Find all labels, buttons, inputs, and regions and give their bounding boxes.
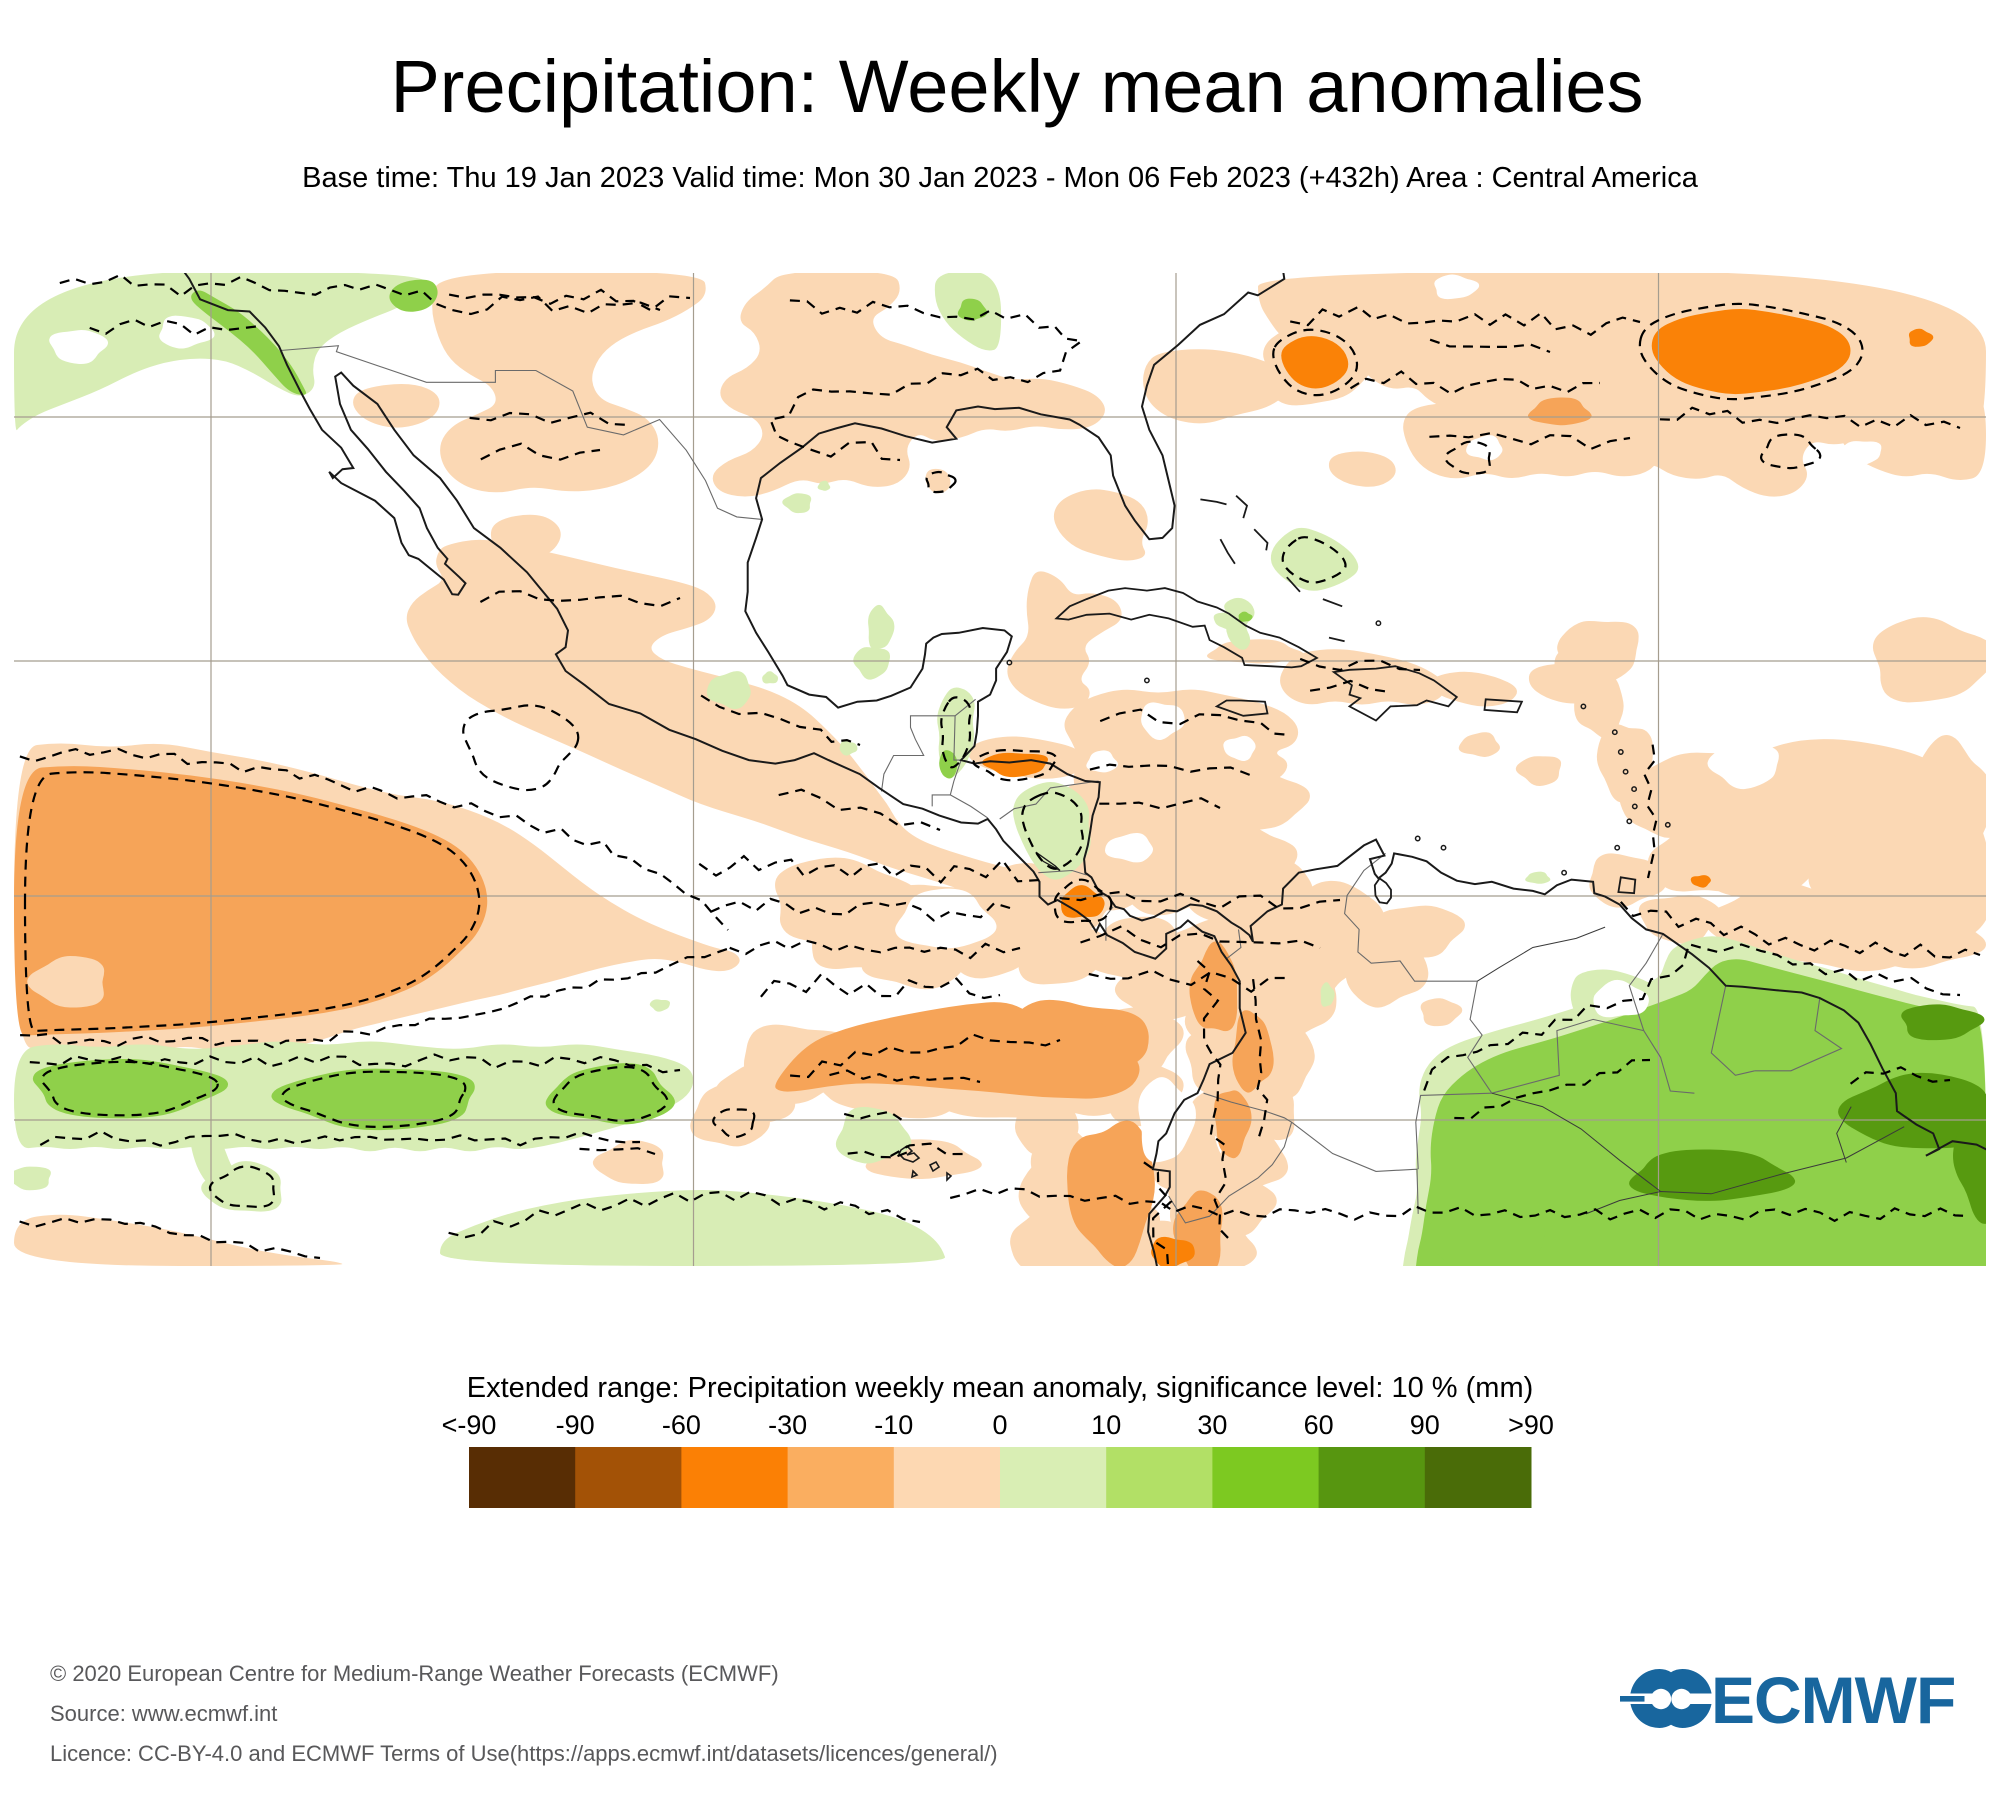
svg-text:-90: -90 [556, 1410, 595, 1440]
svg-text:ECMWF: ECMWF [1711, 1663, 1955, 1737]
svg-text:90: 90 [1410, 1410, 1440, 1440]
svg-text:<-90: <-90 [442, 1410, 497, 1440]
svg-text:>90: >90 [1508, 1410, 1554, 1440]
svg-text:60: 60 [1304, 1410, 1334, 1440]
svg-text:30: 30 [1197, 1410, 1227, 1440]
svg-text:-10: -10 [874, 1410, 913, 1440]
svg-text:-30: -30 [768, 1410, 807, 1440]
svg-text:10: 10 [1091, 1410, 1121, 1440]
svg-text:-60: -60 [662, 1410, 701, 1440]
svg-text:0: 0 [992, 1410, 1007, 1440]
